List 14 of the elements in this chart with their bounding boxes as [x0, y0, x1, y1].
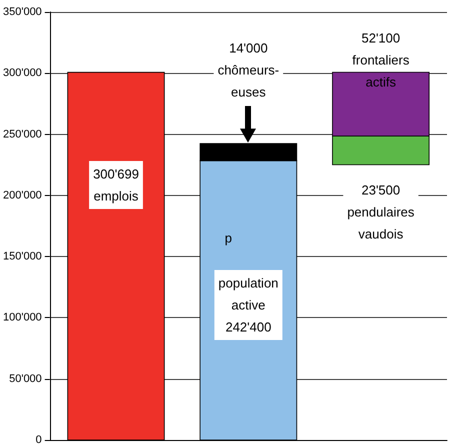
annotation: 300'699 emplois [93, 166, 139, 204]
annotation: p [224, 230, 232, 246]
y-tick-label: 50'000 [9, 372, 42, 385]
y-tick-label: 200'000 [2, 189, 42, 202]
y-tick-label: 300'000 [2, 67, 42, 80]
annotation: 14'000 chômeurs- euses [218, 40, 280, 100]
annotation: 52'100 frontaliers actifs [352, 30, 410, 90]
y-tick-label: 100'000 [2, 312, 42, 324]
annotation: 23'500 pendulaires vaudois [347, 182, 415, 242]
y-tick-label: 250'000 [2, 128, 42, 140]
y-tick-label: 0 [36, 434, 42, 446]
y-tick-label: 150'000 [2, 250, 42, 263]
y-tick-label: 350'000 [2, 6, 42, 18]
annotation: population active 242'400 [218, 276, 278, 334]
